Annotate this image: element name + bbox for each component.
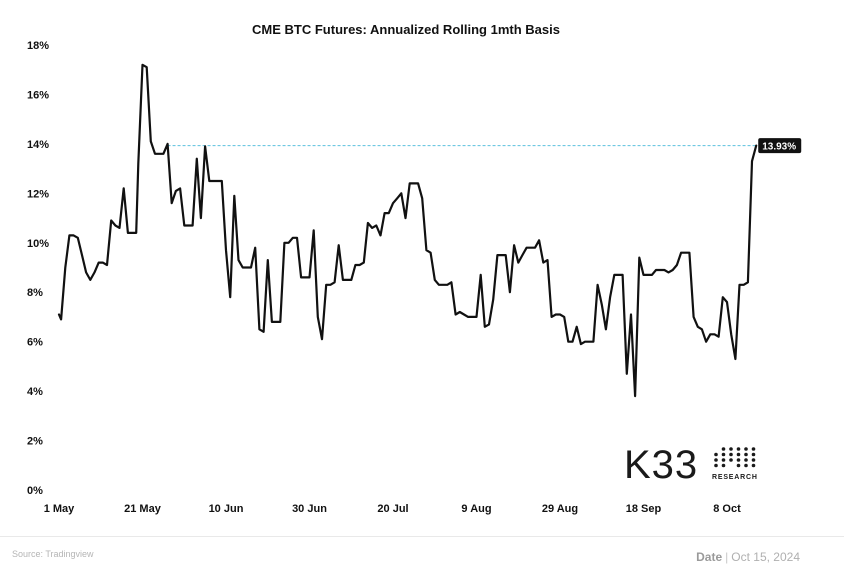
- logo-dot: [729, 452, 733, 457]
- logo-dot: [744, 452, 748, 457]
- logo-dot: [736, 447, 741, 451]
- source-label: Source: Tradingview: [12, 549, 94, 559]
- y-tick-label: 2%: [27, 436, 43, 448]
- reference-badge-box: [758, 138, 802, 154]
- logo-dot: [744, 463, 748, 468]
- logo-dot-grid-icon: [714, 447, 756, 468]
- logo-dot: [729, 458, 733, 462]
- y-tick-label: 18%: [27, 40, 49, 52]
- x-tick-label: 8 Oct: [713, 503, 741, 515]
- y-tick-label: 4%: [27, 386, 43, 398]
- date-value: Oct 15, 2024: [731, 550, 800, 564]
- k33-logo: K33 RESEARCH: [624, 443, 758, 487]
- logo-dot: [721, 447, 726, 451]
- logo-dot: [744, 447, 748, 451]
- x-tick-label: 1 May: [44, 503, 75, 515]
- y-axis: 0% 2% 4% 6% 8% 10% 12% 14% 16% 18%: [27, 40, 49, 497]
- footer: Source: Tradingview Date | Oct 15, 2024: [0, 536, 844, 575]
- date-label: Date: [696, 550, 723, 564]
- logo-dot: [736, 452, 741, 457]
- logo-subtext: RESEARCH: [712, 474, 758, 481]
- x-tick-label: 21 May: [124, 503, 162, 515]
- logo-dot: [714, 463, 718, 468]
- x-axis: 1 May 21 May 10 Jun 30 Jun 20 Jul 9 Aug 29 Aug…: [44, 503, 741, 515]
- y-tick-label: 12%: [27, 188, 49, 200]
- x-tick-label: 10 Jun: [209, 503, 244, 515]
- y-tick-label: 8%: [27, 287, 43, 299]
- logo-dot: [729, 447, 733, 451]
- reference-badge: 13.93%: [758, 138, 802, 154]
- reference-badge-label: 13.93%: [762, 142, 796, 153]
- logo-dot: [721, 458, 726, 462]
- y-tick-label: 16%: [27, 89, 49, 101]
- logo-dot: [751, 458, 756, 462]
- x-tick-label: 20 Jul: [377, 503, 408, 515]
- logo-wordmark: K33: [624, 443, 698, 487]
- date-separator: |: [725, 550, 729, 564]
- logo-dot: [736, 458, 741, 462]
- x-tick-label: 30 Jun: [292, 503, 327, 515]
- logo-dot: [721, 463, 726, 468]
- logo-dot: [714, 452, 718, 457]
- logo-dot: [751, 452, 756, 457]
- logo-dot: [751, 463, 756, 468]
- logo-dot: [736, 463, 741, 468]
- x-tick-label: 29 Aug: [542, 503, 578, 515]
- chart-title: CME BTC Futures: Annualized Rolling 1mth…: [252, 22, 560, 37]
- y-tick-label: 10%: [27, 238, 49, 250]
- date-line: Date | Oct 15, 2024: [696, 550, 800, 564]
- x-tick-label: 9 Aug: [461, 503, 491, 515]
- logo-dot: [714, 458, 718, 462]
- logo-dot: [744, 458, 748, 462]
- x-tick-label: 18 Sep: [626, 503, 662, 515]
- y-tick-label: 0%: [27, 485, 43, 497]
- y-tick-label: 14%: [27, 139, 49, 151]
- logo-dot: [751, 447, 756, 451]
- y-tick-label: 6%: [27, 337, 43, 349]
- series-line: [57, 63, 758, 398]
- logo-dot: [721, 452, 726, 457]
- chart: CME BTC Futures: Annualized Rolling 1mth…: [27, 22, 802, 515]
